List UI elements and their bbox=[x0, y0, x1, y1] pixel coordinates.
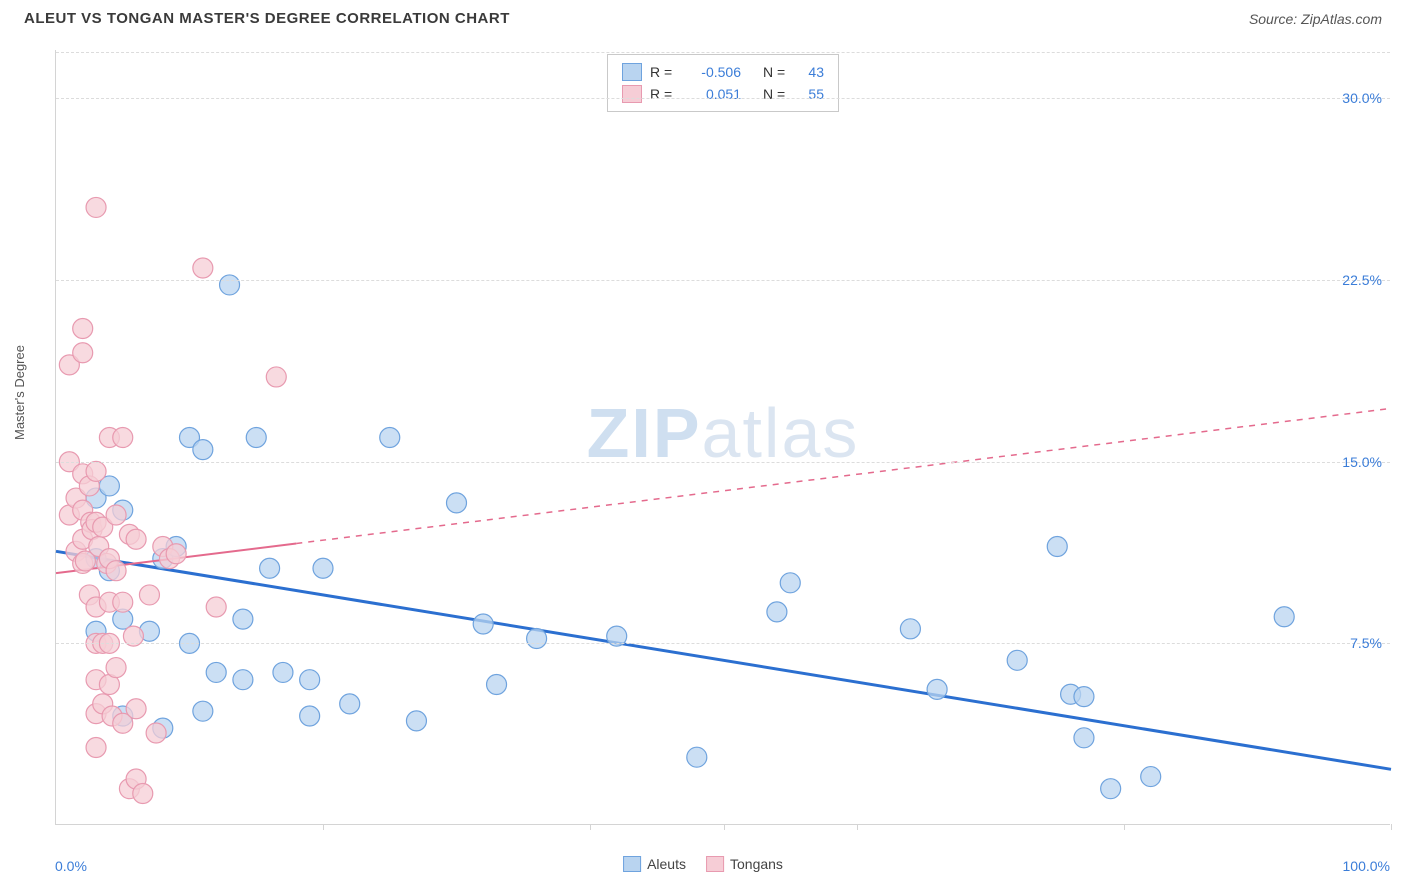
point-aleuts bbox=[193, 701, 213, 721]
point-tongans bbox=[126, 699, 146, 719]
point-aleuts bbox=[687, 747, 707, 767]
point-aleuts bbox=[300, 706, 320, 726]
point-tongans bbox=[166, 544, 186, 564]
point-tongans bbox=[106, 658, 126, 678]
point-aleuts bbox=[1007, 650, 1027, 670]
point-tongans bbox=[126, 529, 146, 549]
legend-label: Aleuts bbox=[647, 856, 686, 872]
point-tongans bbox=[133, 784, 153, 804]
point-aleuts bbox=[767, 602, 787, 622]
header: ALEUT VS TONGAN MASTER'S DEGREE CORRELAT… bbox=[0, 0, 1406, 35]
point-tongans bbox=[206, 597, 226, 617]
point-aleuts bbox=[1074, 728, 1094, 748]
legend-swatch bbox=[706, 856, 724, 872]
y-axis-label: Master's Degree bbox=[12, 345, 27, 440]
point-tongans bbox=[73, 319, 93, 339]
x-tick bbox=[590, 824, 591, 830]
point-aleuts bbox=[927, 679, 947, 699]
point-tongans bbox=[86, 738, 106, 758]
legend-item-aleuts: Aleuts bbox=[623, 856, 686, 872]
point-aleuts bbox=[1074, 687, 1094, 707]
x-tick bbox=[1124, 824, 1125, 830]
point-aleuts bbox=[220, 275, 240, 295]
point-aleuts bbox=[487, 675, 507, 695]
trend-line-aleuts bbox=[56, 551, 1391, 769]
point-aleuts bbox=[447, 493, 467, 513]
legend-swatch bbox=[622, 63, 642, 81]
point-aleuts bbox=[527, 629, 547, 649]
series-legend: Aleuts Tongans bbox=[623, 856, 783, 872]
chart-container: ALEUT VS TONGAN MASTER'S DEGREE CORRELAT… bbox=[0, 0, 1406, 892]
chart-title: ALEUT VS TONGAN MASTER'S DEGREE CORRELAT… bbox=[24, 10, 510, 27]
point-tongans bbox=[106, 505, 126, 525]
legend-row-tongans: R = 0.051 N = 55 bbox=[622, 83, 824, 105]
legend-swatch bbox=[622, 85, 642, 103]
point-aleuts bbox=[340, 694, 360, 714]
point-aleuts bbox=[273, 662, 293, 682]
x-tick bbox=[857, 824, 858, 830]
point-tongans bbox=[113, 592, 133, 612]
point-aleuts bbox=[246, 428, 266, 448]
gridline bbox=[56, 280, 1390, 281]
n-value: 55 bbox=[799, 83, 824, 105]
r-label: R = bbox=[650, 83, 678, 105]
point-aleuts bbox=[233, 609, 253, 629]
n-value: 43 bbox=[799, 61, 824, 83]
x-tick bbox=[724, 824, 725, 830]
point-aleuts bbox=[380, 428, 400, 448]
point-aleuts bbox=[406, 711, 426, 731]
point-aleuts bbox=[260, 558, 280, 578]
point-aleuts bbox=[473, 614, 493, 634]
point-tongans bbox=[106, 561, 126, 581]
r-label: R = bbox=[650, 61, 678, 83]
y-tick-label: 30.0% bbox=[1342, 90, 1382, 106]
point-tongans bbox=[86, 461, 106, 481]
point-aleuts bbox=[300, 670, 320, 690]
point-aleuts bbox=[1274, 607, 1294, 627]
r-value: 0.051 bbox=[686, 83, 741, 105]
trend-line-dashed-tongans bbox=[296, 408, 1391, 543]
plot-svg bbox=[56, 50, 1390, 824]
y-tick-label: 7.5% bbox=[1350, 635, 1382, 651]
x-max-label: 100.0% bbox=[1343, 858, 1390, 874]
legend-label: Tongans bbox=[730, 856, 783, 872]
point-aleuts bbox=[193, 440, 213, 460]
point-tongans bbox=[266, 367, 286, 387]
point-aleuts bbox=[1141, 767, 1161, 787]
legend-item-tongans: Tongans bbox=[706, 856, 783, 872]
gridline bbox=[56, 643, 1390, 644]
point-aleuts bbox=[233, 670, 253, 690]
point-aleuts bbox=[780, 573, 800, 593]
r-value: -0.506 bbox=[686, 61, 741, 83]
point-tongans bbox=[86, 197, 106, 217]
point-aleuts bbox=[1101, 779, 1121, 799]
x-tick bbox=[323, 824, 324, 830]
gridline bbox=[56, 98, 1390, 99]
legend-swatch bbox=[623, 856, 641, 872]
correlation-legend: R = -0.506 N = 43 R = 0.051 N = 55 bbox=[607, 54, 839, 112]
plot-area: ZIPatlas R =-0.506N =43R =0.051N =55 7.5… bbox=[55, 50, 1390, 825]
point-tongans bbox=[193, 258, 213, 278]
point-tongans bbox=[73, 343, 93, 363]
point-aleuts bbox=[900, 619, 920, 639]
point-tongans bbox=[139, 585, 159, 605]
n-label: N = bbox=[763, 61, 791, 83]
n-label: N = bbox=[763, 83, 791, 105]
x-min-label: 0.0% bbox=[55, 858, 87, 874]
legend-row-aleuts: R = -0.506 N = 43 bbox=[622, 61, 824, 83]
x-tick bbox=[1391, 824, 1392, 830]
source-label: Source: ZipAtlas.com bbox=[1249, 11, 1382, 27]
gridline bbox=[56, 462, 1390, 463]
y-tick-label: 22.5% bbox=[1342, 272, 1382, 288]
gridline bbox=[56, 52, 1390, 53]
y-tick-label: 15.0% bbox=[1342, 454, 1382, 470]
point-aleuts bbox=[1047, 536, 1067, 556]
point-aleuts bbox=[313, 558, 333, 578]
point-tongans bbox=[113, 428, 133, 448]
point-tongans bbox=[146, 723, 166, 743]
point-aleuts bbox=[206, 662, 226, 682]
